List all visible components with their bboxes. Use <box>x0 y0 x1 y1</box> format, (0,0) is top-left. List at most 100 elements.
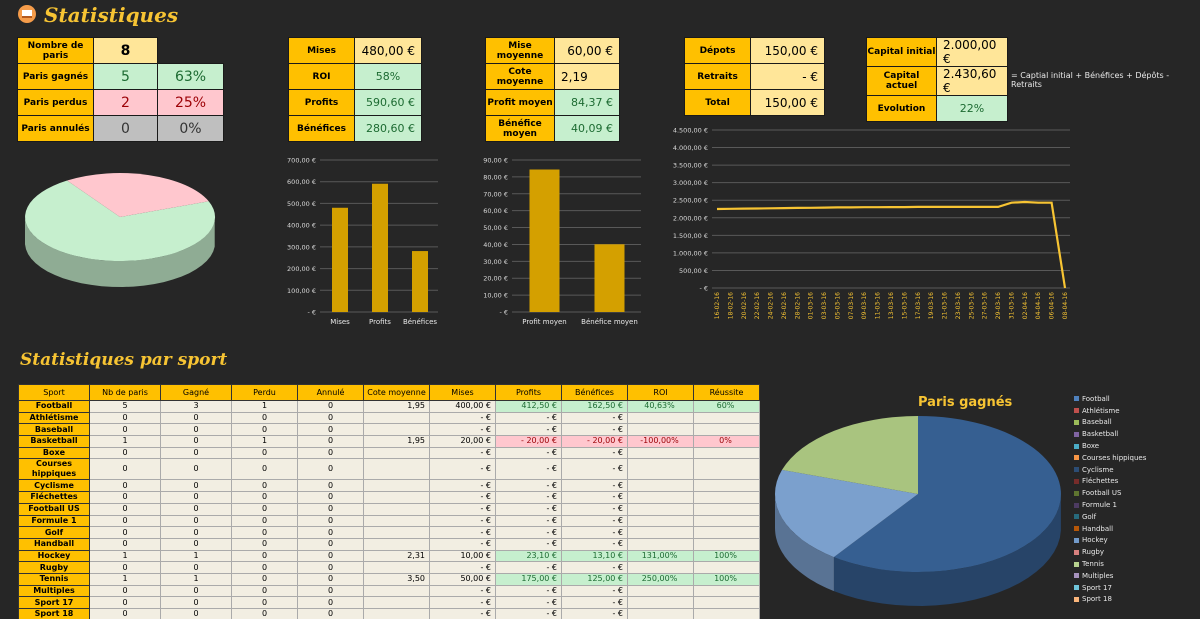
cell-cote[interactable] <box>363 446 430 460</box>
capital-actuel-value[interactable]: 2.430,60 € <box>936 66 1008 96</box>
cell-nb[interactable]: 1 <box>89 572 161 586</box>
cell-reussite[interactable] <box>693 514 760 528</box>
cell-reussite[interactable] <box>693 584 760 598</box>
cell-profits[interactable]: 23,10 € <box>495 549 562 563</box>
legend-item[interactable]: Sport 17 <box>1074 582 1146 594</box>
legend-item[interactable]: Golf <box>1074 511 1146 523</box>
cell-annule[interactable]: 0 <box>297 479 364 493</box>
cell-sport[interactable]: Courses hippiques <box>18 458 90 481</box>
cell-mises[interactable]: - € <box>429 514 496 528</box>
cell-perdu[interactable]: 0 <box>231 411 298 425</box>
cell-cote[interactable] <box>363 584 430 598</box>
cell-gagne[interactable]: 1 <box>160 549 232 563</box>
roi-value[interactable]: 58% <box>354 63 422 90</box>
cell-profits[interactable]: - € <box>495 608 562 619</box>
cell-nb[interactable]: 0 <box>89 411 161 425</box>
legend-item[interactable]: Football <box>1074 393 1146 405</box>
column-header[interactable]: Annulé <box>297 384 364 401</box>
cell-profits[interactable]: 175,00 € <box>495 572 562 586</box>
cell-gagne[interactable]: 0 <box>160 584 232 598</box>
cell-cote[interactable] <box>363 491 430 504</box>
cell-profits[interactable]: 412,50 € <box>495 400 562 413</box>
cell-gagne[interactable]: 3 <box>160 400 232 413</box>
paris-gagnes-pie-chart[interactable] <box>770 412 1070 612</box>
cell-nb[interactable]: 0 <box>89 491 161 504</box>
cell-gagne[interactable]: 0 <box>160 514 232 528</box>
cell-profits[interactable]: - € <box>495 491 562 504</box>
cell-nb[interactable]: 1 <box>89 435 161 448</box>
legend-item[interactable]: Boxe <box>1074 440 1146 452</box>
cell-mises[interactable]: 20,00 € <box>429 435 496 448</box>
legend-item[interactable]: Multiples <box>1074 570 1146 582</box>
legend-item[interactable]: Football US <box>1074 487 1146 499</box>
cell-profits[interactable]: - € <box>495 411 562 425</box>
cell-sport[interactable]: Golf <box>18 526 90 539</box>
cell-roi[interactable] <box>627 502 694 516</box>
cell-gagne[interactable]: 0 <box>160 561 232 574</box>
cell-reussite[interactable] <box>693 423 760 437</box>
legend-item[interactable]: Courses hippiques <box>1074 452 1146 464</box>
legend-item[interactable]: Basketball <box>1074 428 1146 440</box>
cell-roi[interactable] <box>627 423 694 437</box>
paris-gagnes-value[interactable]: 5 <box>93 63 158 90</box>
cell-perdu[interactable]: 0 <box>231 514 298 528</box>
cell-cote[interactable]: 1,95 <box>363 435 430 448</box>
cell-mises[interactable]: 400,00 € <box>429 400 496 413</box>
legend-item[interactable]: Sport 18 <box>1074 594 1146 606</box>
cell-reussite[interactable] <box>693 561 760 574</box>
cell-perdu[interactable]: 0 <box>231 572 298 586</box>
cell-nb[interactable]: 0 <box>89 561 161 574</box>
cell-cote[interactable] <box>363 479 430 493</box>
cell-mises[interactable]: - € <box>429 526 496 539</box>
cell-nb[interactable]: 0 <box>89 526 161 539</box>
legend-item[interactable]: Rugby <box>1074 546 1146 558</box>
cell-gagne[interactable]: 0 <box>160 502 232 516</box>
cell-profits[interactable]: - € <box>495 561 562 574</box>
paris-annules-pct[interactable]: 0% <box>157 115 224 142</box>
mise-moyenne-value[interactable]: 60,00 € <box>554 37 620 64</box>
cell-perdu[interactable]: 0 <box>231 446 298 460</box>
cell-benefices[interactable]: - € <box>561 479 628 493</box>
cell-nb[interactable]: 0 <box>89 479 161 493</box>
column-header[interactable]: Perdu <box>231 384 298 401</box>
cell-sport[interactable]: Sport 18 <box>18 608 90 619</box>
cell-annule[interactable]: 0 <box>297 446 364 460</box>
cell-annule[interactable]: 0 <box>297 572 364 586</box>
cell-reussite[interactable] <box>693 491 760 504</box>
cell-gagne[interactable]: 0 <box>160 537 232 551</box>
column-header[interactable]: Sport <box>18 384 90 401</box>
cell-roi[interactable] <box>627 526 694 539</box>
legend-item[interactable]: Tennis <box>1074 558 1146 570</box>
legend-item[interactable]: Baseball <box>1074 417 1146 429</box>
capital-line-chart[interactable]: - € 500,00 € 1.000,00 € 1.500,00 € 2.000,00 … <box>660 122 1080 332</box>
cell-reussite[interactable]: 60% <box>693 400 760 413</box>
cell-sport[interactable]: Football US <box>18 502 90 516</box>
cell-annule[interactable]: 0 <box>297 435 364 448</box>
cell-benefices[interactable]: - € <box>561 458 628 481</box>
cell-reussite[interactable] <box>693 446 760 460</box>
mises-bar-chart[interactable]: - € 100,00 € 200,00 € 300,00 € 400,00 € 500,0… <box>278 152 438 332</box>
cell-cote[interactable] <box>363 608 430 619</box>
cell-annule[interactable]: 0 <box>297 537 364 551</box>
cell-nb[interactable]: 1 <box>89 549 161 563</box>
moyennes-bar-chart[interactable]: - € 10,00 € 20,00 € 30,00 € 40,00 € 50,00 € 60… <box>476 152 641 332</box>
cell-nb[interactable]: 0 <box>89 423 161 437</box>
cell-sport[interactable]: Multiples <box>18 584 90 598</box>
cell-benefices[interactable]: 13,10 € <box>561 549 628 563</box>
depots-value[interactable]: 150,00 € <box>750 37 825 64</box>
cell-reussite[interactable] <box>693 608 760 619</box>
mises-value[interactable]: 480,00 € <box>354 37 422 64</box>
cote-moyenne-value[interactable]: 2,19 <box>554 63 620 90</box>
cell-reussite[interactable]: 100% <box>693 572 760 586</box>
cell-profits[interactable]: - € <box>495 537 562 551</box>
cell-perdu[interactable]: 0 <box>231 584 298 598</box>
cell-nb[interactable]: 0 <box>89 608 161 619</box>
column-header[interactable]: Bénéfices <box>561 384 628 401</box>
cell-perdu[interactable]: 0 <box>231 561 298 574</box>
cell-sport[interactable]: Handball <box>18 537 90 551</box>
cell-profits[interactable]: - € <box>495 479 562 493</box>
cell-perdu[interactable]: 0 <box>231 423 298 437</box>
cell-cote[interactable]: 2,31 <box>363 549 430 563</box>
cell-sport[interactable]: Athlétisme <box>18 411 90 425</box>
cell-profits[interactable]: - € <box>495 596 562 609</box>
